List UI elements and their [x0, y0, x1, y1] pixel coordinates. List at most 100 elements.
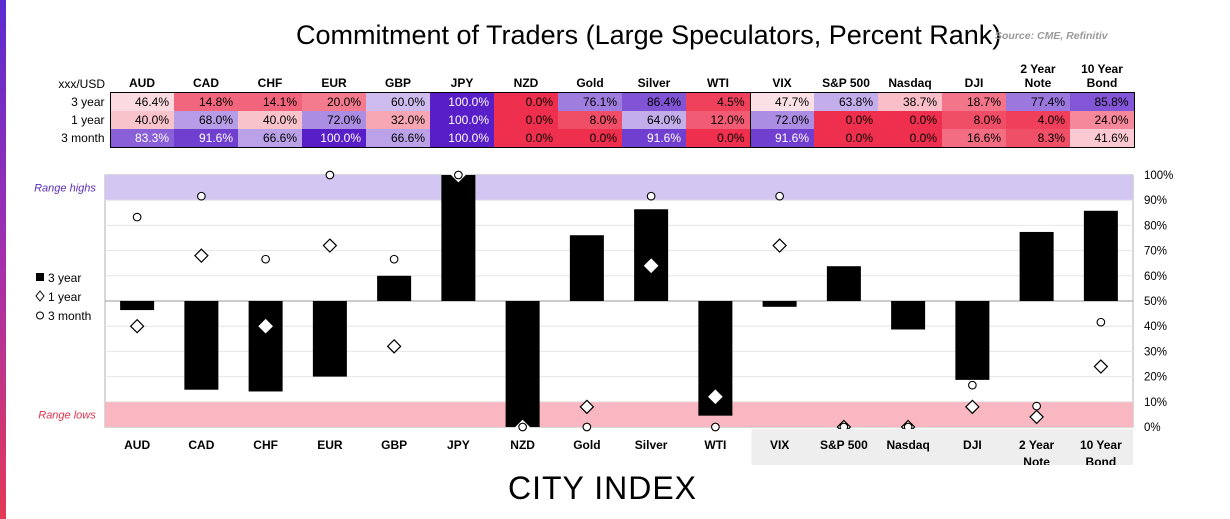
- bar-3-year: [891, 301, 926, 330]
- marker-1-year: [386, 339, 402, 354]
- marker-1-year: [643, 258, 659, 274]
- marker-3-month: [325, 170, 335, 180]
- table-cell: 14.1%: [238, 92, 302, 111]
- table-cell: 60.0%: [366, 92, 430, 111]
- marker-1-year: [965, 399, 980, 415]
- table-cell: 0.0%: [878, 111, 942, 129]
- marker-3-month: [454, 170, 463, 180]
- table-row: 1 year 40.0% 68.0% 40.0% 72.0% 32.0% 100.0% 0.0…: [40, 111, 1135, 129]
- marker-1-year: [258, 318, 273, 334]
- marker-3-month: [582, 422, 592, 432]
- table-cell: 14.8%: [174, 92, 238, 111]
- legend-swatch-3-year: [36, 273, 44, 281]
- bar-3-year: [634, 209, 669, 301]
- table-cell: 83.3%: [109, 129, 174, 148]
- bar-3-year: [569, 235, 604, 301]
- table-header: Nasdaq: [888, 76, 932, 90]
- marker-1-year: [772, 238, 787, 253]
- bar-3-year: [826, 266, 861, 301]
- marker-3-month: [261, 254, 270, 264]
- x-tick-label: S&P 500: [820, 438, 868, 452]
- x-tick-label: WTI: [704, 438, 726, 452]
- marker-1-year: [1029, 409, 1044, 425]
- marker-3-month: [1032, 401, 1041, 411]
- chart-title: Commitment of Traders (Large Speculators…: [296, 20, 1002, 50]
- y-tick-label: 60%: [1144, 271, 1167, 283]
- table-cell: 16.6%: [942, 129, 1006, 148]
- table-cell: 0.0%: [686, 129, 750, 148]
- x-tick-label: GBP: [381, 438, 407, 452]
- table-header: NZD: [513, 76, 539, 90]
- x-tick-label: EUR: [317, 438, 343, 452]
- marker-3-month: [132, 212, 142, 222]
- y-tick-label: 40%: [1144, 321, 1167, 333]
- bar-3-year: [1019, 231, 1054, 301]
- table-cell: 8.3%: [1006, 129, 1070, 148]
- table-cell: 100.0%: [430, 92, 494, 111]
- table-header: CAD: [193, 76, 219, 90]
- x-tick-label: Silver: [635, 438, 668, 452]
- range-highs-label: Range highs: [34, 183, 96, 195]
- y-tick-label: 70%: [1144, 246, 1167, 258]
- marker-3-month: [775, 191, 784, 201]
- table-cell: 100.0%: [430, 111, 494, 129]
- city-index-logo: CITY INDEX: [508, 470, 697, 506]
- bar-3-year: [762, 301, 797, 307]
- table-cell: 40.0%: [109, 111, 174, 129]
- table-cell: 0.0%: [494, 92, 558, 111]
- table-cell: 8.0%: [942, 111, 1006, 129]
- table-cell: 66.6%: [238, 129, 302, 148]
- bar-3-year: [1083, 210, 1118, 301]
- bar-3-year: [955, 301, 990, 380]
- marker-3-month: [389, 254, 399, 264]
- table-header: CHF: [257, 76, 283, 90]
- bar-3-year: [120, 301, 155, 311]
- legend-label-1-year: 1 year: [48, 290, 81, 304]
- y-tick-label: 30%: [1144, 346, 1167, 358]
- table-row-label: 3 year: [71, 94, 105, 109]
- x-tick-label: AUD: [124, 438, 150, 452]
- table-cell: 76.1%: [558, 92, 622, 111]
- percent-rank-chart: Range highs Range lows 0% 10% 20% 30% 40% 50% 60…: [34, 167, 1173, 465]
- table-header: GBP: [384, 76, 411, 90]
- x-tick-label: CAD: [188, 438, 214, 452]
- x-tick-label: Gold: [573, 438, 600, 452]
- bar-3-year: [312, 301, 347, 377]
- asset-managers-panel: [751, 429, 1133, 465]
- marker-1-year: [194, 248, 209, 263]
- table-cell: 40.0%: [238, 111, 302, 129]
- y-tick-label: 50%: [1144, 296, 1167, 308]
- marker-1-year: [579, 399, 595, 415]
- table-row: 3 year 46.4% 14.8% 14.1% 20.0% 60.0% 100.0% 0.0…: [40, 92, 1135, 111]
- marker-1-year: [708, 389, 723, 405]
- table-cell: 20.0%: [302, 92, 366, 111]
- table-cell: 8.0%: [558, 111, 622, 129]
- x-tick-label: NZD: [510, 438, 535, 452]
- table-cell: 38.7%: [878, 92, 942, 111]
- table-header: EUR: [321, 76, 347, 90]
- y-tick-label: 90%: [1144, 195, 1167, 207]
- table-header: Gold: [576, 76, 604, 90]
- table-cell: 72.0%: [749, 111, 814, 129]
- source-note: Source: CME, Refinitiv: [995, 30, 1108, 42]
- table-cell: 100.0%: [430, 129, 494, 148]
- x-tick-label: 2 Year Note: [1019, 438, 1054, 465]
- bar-3-year: [505, 301, 540, 427]
- marker-1-year: [129, 318, 145, 334]
- table-cell: 86.4%: [622, 92, 686, 111]
- x-tick-label: DJI: [963, 438, 982, 452]
- table-header: JPY: [450, 76, 474, 90]
- table-row-label: 3 month: [61, 131, 105, 146]
- table-cell: 91.6%: [622, 129, 686, 148]
- table-cell: 32.0%: [366, 111, 430, 129]
- table-header: WTI: [707, 76, 729, 90]
- table-cell: 24.0%: [1070, 111, 1135, 129]
- range-lows-label: Range lows: [38, 409, 96, 421]
- table-cell: 68.0%: [174, 111, 238, 129]
- legend-swatch-3-month: [36, 311, 44, 320]
- table-header: Silver: [637, 76, 671, 90]
- table-cell: 91.6%: [749, 129, 814, 148]
- table-cell: 72.0%: [302, 111, 366, 129]
- table-cell: 4.0%: [1006, 111, 1070, 129]
- table-cell: 4.5%: [686, 92, 750, 111]
